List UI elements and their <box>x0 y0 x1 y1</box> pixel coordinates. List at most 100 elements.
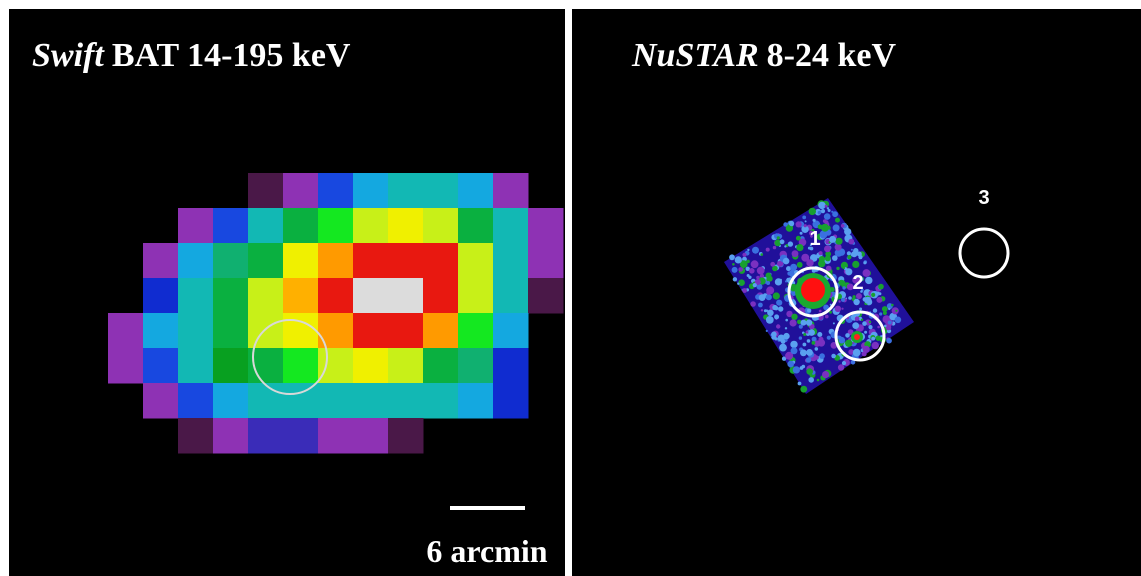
speckle <box>858 255 862 259</box>
speckle <box>785 319 788 322</box>
speckle <box>778 306 783 311</box>
image-pixel <box>388 173 424 209</box>
speckle <box>825 205 828 208</box>
speckle <box>888 321 892 325</box>
speckle <box>805 220 807 222</box>
speckle <box>832 255 838 261</box>
speckle <box>869 321 871 323</box>
source-core <box>854 334 860 340</box>
speckle <box>809 208 816 215</box>
speckle <box>777 236 780 239</box>
speckle <box>864 331 867 334</box>
image-pixel <box>423 348 459 384</box>
speckle <box>847 251 851 255</box>
speckle <box>733 277 737 281</box>
image-pixel <box>213 418 249 454</box>
speckle <box>785 280 787 282</box>
speckle <box>825 255 831 261</box>
speckle <box>766 294 772 300</box>
speckle <box>766 316 774 324</box>
speckle <box>771 335 776 340</box>
image-pixel <box>388 278 424 314</box>
image-pixel <box>178 278 214 314</box>
image-pixel <box>353 313 389 349</box>
speckle <box>859 308 862 311</box>
speckle <box>806 368 813 375</box>
speckle <box>820 231 828 239</box>
speckle <box>737 283 739 285</box>
speckle <box>818 211 822 215</box>
speckle <box>732 263 735 266</box>
speckle <box>775 278 782 285</box>
speckle <box>865 277 872 284</box>
speckle <box>824 246 831 253</box>
image-pixel <box>493 278 529 314</box>
speckle <box>877 326 880 329</box>
speckle <box>828 209 831 212</box>
speckle <box>833 224 840 231</box>
speckle <box>796 221 802 227</box>
speckle <box>883 311 887 315</box>
speckle <box>819 353 825 359</box>
title-italic: NuSTAR <box>631 37 759 74</box>
image-pixel <box>388 348 424 384</box>
speckle <box>848 239 854 245</box>
image-pixel <box>283 173 319 209</box>
speckle <box>804 224 807 227</box>
speckle <box>838 364 844 370</box>
speckle <box>779 344 787 352</box>
speckle <box>879 312 882 315</box>
image-pixel <box>493 243 529 279</box>
speckle <box>863 261 866 264</box>
source-label: 3 <box>978 187 989 209</box>
speckle <box>761 253 764 256</box>
image-pixel <box>458 278 494 314</box>
image-pixel <box>143 383 179 419</box>
speckle <box>790 264 797 271</box>
speckle <box>821 209 825 213</box>
speckle <box>843 267 845 269</box>
speckle <box>851 253 854 256</box>
speckle <box>770 262 775 267</box>
image-pixel <box>493 173 529 209</box>
speckle <box>796 244 803 251</box>
speckle <box>749 268 755 274</box>
speckle <box>747 274 750 277</box>
speckle <box>847 255 851 259</box>
speckle <box>895 317 902 324</box>
image-pixel <box>353 348 389 384</box>
speckle <box>817 332 822 337</box>
speckle <box>845 268 852 275</box>
image-pixel <box>388 313 424 349</box>
speckle <box>863 269 871 277</box>
speckle <box>800 366 804 370</box>
image-pixel <box>178 383 214 419</box>
speckle <box>801 254 809 262</box>
speckle <box>833 322 835 324</box>
image-pixel <box>248 208 284 244</box>
image-pixel <box>178 418 214 454</box>
speckle <box>861 319 863 321</box>
speckle <box>844 228 851 235</box>
speckle <box>784 245 786 247</box>
speckle <box>853 299 859 305</box>
image-pixel <box>493 348 529 384</box>
speckle <box>758 303 763 308</box>
speckle <box>835 244 842 251</box>
speckle <box>803 333 806 336</box>
image-pixel <box>423 383 459 419</box>
speckle <box>878 284 884 290</box>
image-pixel <box>248 418 284 454</box>
speckle <box>848 296 852 300</box>
speckle <box>807 309 811 313</box>
speckle <box>888 308 890 310</box>
speckle <box>800 349 807 356</box>
speckle <box>783 222 787 226</box>
speckle <box>842 361 846 365</box>
image-pixel <box>458 243 494 279</box>
speckle <box>797 262 803 268</box>
speckle <box>807 339 811 343</box>
speckle <box>819 251 823 255</box>
image-pixel <box>423 313 459 349</box>
image-pixel <box>388 418 424 454</box>
